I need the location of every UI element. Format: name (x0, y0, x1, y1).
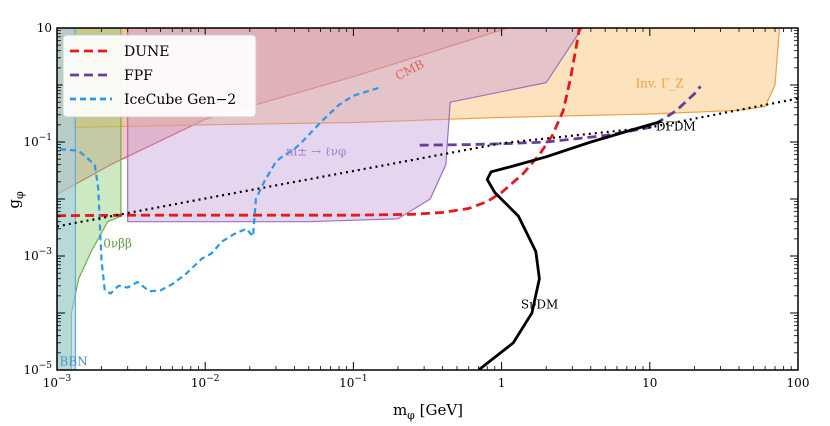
region-label-0nubb: 0νββ (103, 237, 132, 251)
plot-frame (56, 27, 799, 371)
x-tick-label: 1 (498, 376, 506, 390)
annotation-dfdm: DFDM (656, 119, 696, 133)
region-label-inv-gamma-z: Inv. Γ_Z (635, 77, 683, 91)
legend-label-fpf: FPF (124, 68, 153, 84)
x-tick-label: 10 (642, 376, 657, 390)
y-tick-label: 10 (37, 21, 52, 35)
region-label-bbn: BBN (60, 354, 88, 368)
legend-label-icecube-gen-2: IceCube Gen−2 (124, 92, 236, 108)
y-axis-title: gφ (5, 191, 26, 209)
x-tick-label: 10−1 (339, 374, 368, 390)
annotation-s-dm: SνDM (521, 297, 558, 311)
y-tick-label: 10−5 (23, 361, 52, 377)
y-tick-label: 10−1 (23, 133, 52, 149)
legend-box (62, 34, 257, 118)
x-tick-label: 100 (787, 376, 810, 390)
y-tick-label: 10−3 (23, 247, 52, 263)
series-fpf (419, 85, 702, 147)
series-layer (57, 28, 798, 370)
series-s-dm (477, 120, 662, 370)
legend-label-dune: DUNE (124, 44, 170, 60)
series-icecube-gen-2 (59, 86, 380, 295)
region-label-m-pm-decay: m± → ℓνφ (286, 144, 347, 158)
x-tick-label: 10−3 (43, 374, 72, 390)
series-dune (57, 28, 581, 218)
legend: DUNE FPF IceCube Gen−2 (62, 34, 257, 118)
x-axis-title: mφ [GeV] (393, 401, 463, 422)
x-tick-label: 10−2 (191, 374, 220, 390)
